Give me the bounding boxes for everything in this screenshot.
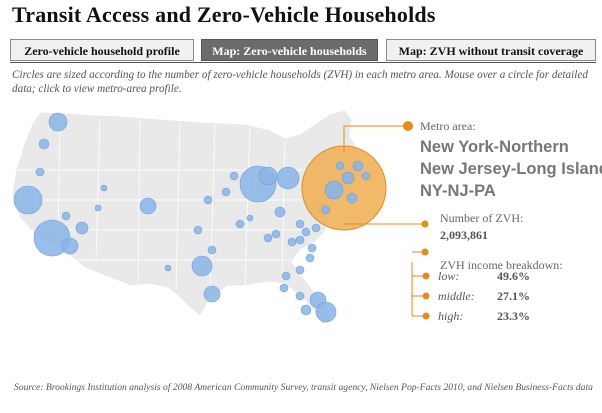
metro-circle[interactable] bbox=[207, 245, 217, 255]
metro-circle[interactable] bbox=[100, 184, 108, 192]
metro-circle[interactable] bbox=[164, 264, 172, 272]
metro-circle[interactable] bbox=[258, 166, 278, 186]
income-row-middle: middle: 27.1% bbox=[438, 289, 530, 304]
metro-circle[interactable] bbox=[307, 243, 317, 253]
source-note: Source: Brookings Institution analysis o… bbox=[14, 382, 593, 393]
income-high-value: 23.3% bbox=[497, 309, 530, 323]
metro-circle[interactable] bbox=[300, 304, 312, 316]
income-low-value: 49.6% bbox=[497, 269, 530, 283]
metro-circle[interactable] bbox=[295, 219, 305, 229]
metro-name-line: New Jersey-Long Island, bbox=[420, 160, 602, 178]
metro-circle[interactable] bbox=[35, 167, 45, 177]
metro-circle[interactable] bbox=[311, 223, 321, 233]
income-middle-value: 27.1% bbox=[497, 289, 530, 303]
metro-circle[interactable] bbox=[38, 138, 50, 150]
metro-circle[interactable] bbox=[229, 171, 239, 181]
metro-circle[interactable] bbox=[235, 219, 245, 229]
us-map bbox=[11, 109, 430, 325]
metro-circle[interactable] bbox=[301, 227, 311, 237]
metro-circle[interactable] bbox=[295, 265, 305, 275]
metro-circle[interactable] bbox=[341, 171, 355, 185]
metro-label: Metro area: bbox=[420, 119, 476, 133]
metro-circle[interactable] bbox=[246, 214, 254, 222]
metro-circle-highlighted[interactable] bbox=[301, 145, 387, 231]
metro-circle[interactable] bbox=[281, 271, 291, 281]
page-title: Transit Access and Zero-Vehicle Househol… bbox=[12, 2, 436, 27]
metro-circle[interactable] bbox=[295, 235, 305, 245]
zvh-label: Number of ZVH: bbox=[440, 211, 524, 225]
metro-circle[interactable] bbox=[48, 112, 68, 132]
map-description: Circles are sized according to the numbe… bbox=[12, 69, 588, 95]
income-row-high: high: 23.3% bbox=[438, 309, 530, 324]
metro-circle[interactable] bbox=[271, 229, 281, 239]
metro-circles bbox=[13, 112, 387, 323]
metro-circle[interactable] bbox=[279, 283, 289, 293]
metro-circle[interactable] bbox=[191, 255, 213, 277]
metro-circle[interactable] bbox=[361, 171, 371, 181]
income-row-low: low: 49.6% bbox=[438, 269, 530, 284]
metro-circle[interactable] bbox=[295, 291, 305, 301]
metro-circle[interactable] bbox=[193, 225, 203, 235]
metro-circle[interactable] bbox=[61, 211, 71, 221]
tab-zvh-profile[interactable]: Zero-vehicle household profile bbox=[10, 39, 194, 61]
income-middle-label: middle: bbox=[438, 289, 475, 303]
zvh-value: 2,093,861 bbox=[440, 228, 488, 242]
income-label: ZVH income breakdown: bbox=[440, 258, 563, 272]
metro-circle[interactable] bbox=[203, 195, 213, 205]
metro-circle[interactable] bbox=[305, 253, 315, 263]
metro-circle[interactable] bbox=[203, 285, 221, 303]
tab-map-zvh[interactable]: Map: Zero-vehicle households bbox=[201, 39, 378, 61]
metro-name-line: New York-Northern bbox=[420, 138, 569, 156]
metro-circle[interactable] bbox=[321, 205, 331, 215]
income-low-label: low: bbox=[438, 269, 460, 283]
income-high-label: high: bbox=[438, 309, 464, 323]
metro-circle[interactable] bbox=[221, 187, 231, 197]
state-borders bbox=[14, 117, 340, 296]
metro-circle[interactable] bbox=[352, 160, 364, 172]
tab-bar: Zero-vehicle household profile Map: Zero… bbox=[10, 39, 596, 63]
metro-circle[interactable] bbox=[139, 197, 157, 215]
metro-circle[interactable] bbox=[324, 180, 344, 200]
metro-circle[interactable] bbox=[335, 161, 345, 171]
metro-circle[interactable] bbox=[94, 204, 102, 212]
metro-circle[interactable] bbox=[274, 206, 286, 218]
metro-circle[interactable] bbox=[13, 185, 43, 215]
metro-circle[interactable] bbox=[276, 166, 300, 190]
metro-circle[interactable] bbox=[287, 237, 297, 247]
metro-circle[interactable] bbox=[61, 237, 79, 255]
metro-circle[interactable] bbox=[315, 301, 337, 323]
metro-circle[interactable] bbox=[263, 233, 273, 243]
metro-name: New York-Northern New Jersey-Long Island… bbox=[420, 136, 602, 202]
callout-dots bbox=[403, 121, 430, 320]
metro-circle[interactable] bbox=[75, 221, 89, 235]
metro-circle[interactable] bbox=[346, 192, 358, 204]
tab-divider bbox=[10, 62, 596, 63]
tab-map-zvh-no-transit[interactable]: Map: ZVH without transit coverage bbox=[386, 39, 596, 61]
metro-name-line: NY-NJ-PA bbox=[420, 182, 496, 200]
us-landmass bbox=[11, 109, 363, 325]
